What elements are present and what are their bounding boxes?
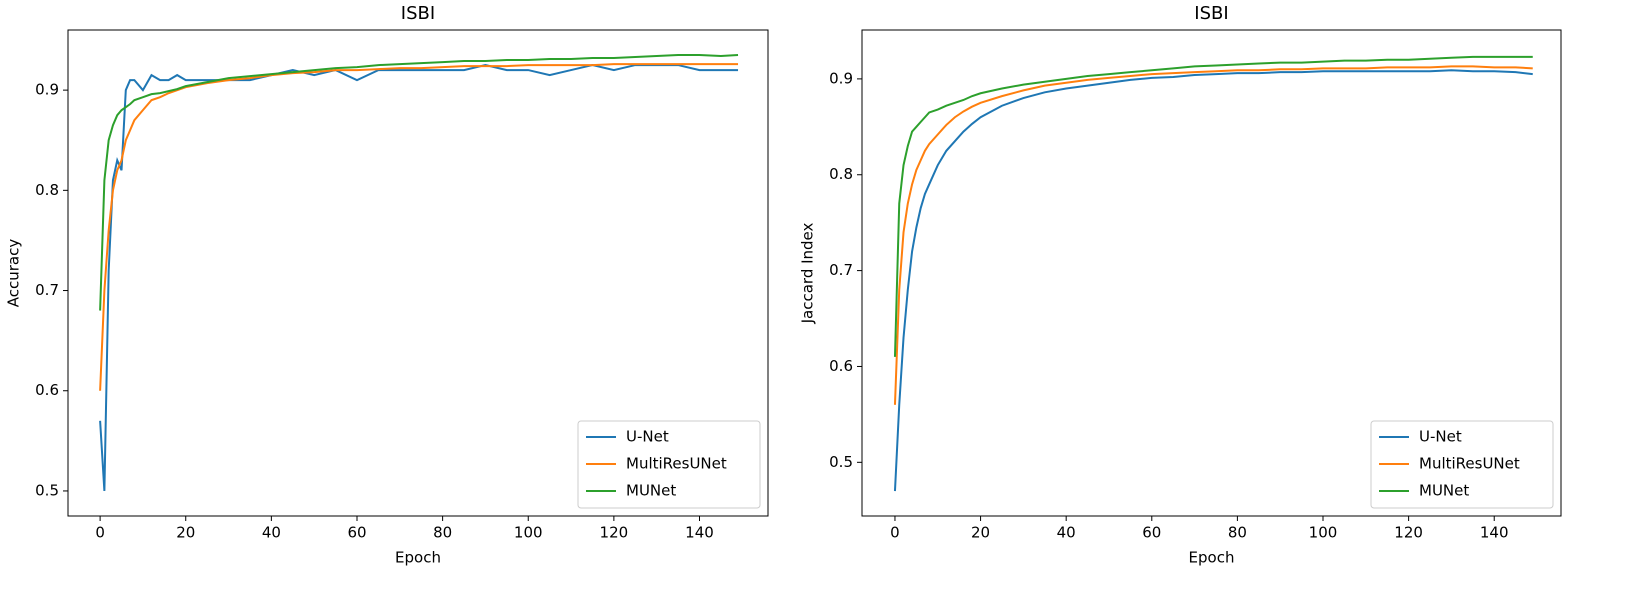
y-tick-label: 0.9 bbox=[35, 81, 59, 99]
x-tick-label: 20 bbox=[971, 524, 990, 542]
line-series bbox=[893, 65, 1533, 405]
legend-label: MUNet bbox=[626, 482, 676, 500]
line-series bbox=[99, 54, 739, 311]
legend-box bbox=[1370, 420, 1554, 509]
x-tick-label: 100 bbox=[1309, 524, 1338, 542]
y-tick-label: 0.6 bbox=[35, 381, 59, 399]
legend-label: MUNet bbox=[1419, 482, 1469, 500]
y-tick-label: 0.8 bbox=[35, 181, 59, 199]
x-axis-label: Epoch bbox=[1189, 549, 1235, 567]
x-tick-label: 40 bbox=[262, 524, 281, 542]
y-axis-label: Jaccard Index bbox=[799, 222, 817, 324]
y-tick-label: 0.6 bbox=[829, 357, 853, 375]
legend-label: U-Net bbox=[1419, 428, 1462, 446]
x-tick-label: 120 bbox=[1394, 524, 1423, 542]
x-tick-label: 20 bbox=[176, 524, 195, 542]
x-tick-label: 120 bbox=[600, 524, 629, 542]
y-tick-label: 0.9 bbox=[829, 69, 853, 87]
x-tick-label: 100 bbox=[514, 524, 543, 542]
x-tick-label: 140 bbox=[1480, 524, 1509, 542]
axes-frame bbox=[67, 29, 769, 517]
x-tick-label: 60 bbox=[1142, 524, 1161, 542]
y-tick-label: 0.7 bbox=[35, 281, 59, 299]
line-series bbox=[893, 69, 1533, 492]
y-tick-label: 0.5 bbox=[829, 453, 853, 471]
x-tick-label: 40 bbox=[1057, 524, 1076, 542]
legend-label: MultiResUNet bbox=[1419, 455, 1520, 473]
x-tick-label: 140 bbox=[685, 524, 714, 542]
line-series bbox=[893, 55, 1533, 357]
y-tick-label: 0.7 bbox=[829, 261, 853, 279]
axes-frame bbox=[861, 29, 1562, 517]
legend-label: MultiResUNet bbox=[626, 455, 727, 473]
legend-box bbox=[577, 420, 761, 509]
legend-label: U-Net bbox=[626, 428, 669, 446]
line-series bbox=[99, 63, 739, 391]
chart-title: ISBI bbox=[401, 3, 435, 24]
x-tick-label: 0 bbox=[890, 524, 900, 542]
x-axis-label: Epoch bbox=[395, 549, 441, 567]
x-tick-label: 80 bbox=[1228, 524, 1247, 542]
x-tick-label: 60 bbox=[347, 524, 366, 542]
y-tick-label: 0.8 bbox=[829, 165, 853, 183]
y-tick-label: 0.5 bbox=[35, 481, 59, 499]
chart-title: ISBI bbox=[1194, 3, 1228, 24]
x-tick-label: 80 bbox=[433, 524, 452, 542]
x-tick-label: 0 bbox=[95, 524, 105, 542]
y-axis-label: Accuracy bbox=[5, 239, 23, 308]
line-series bbox=[99, 64, 739, 492]
